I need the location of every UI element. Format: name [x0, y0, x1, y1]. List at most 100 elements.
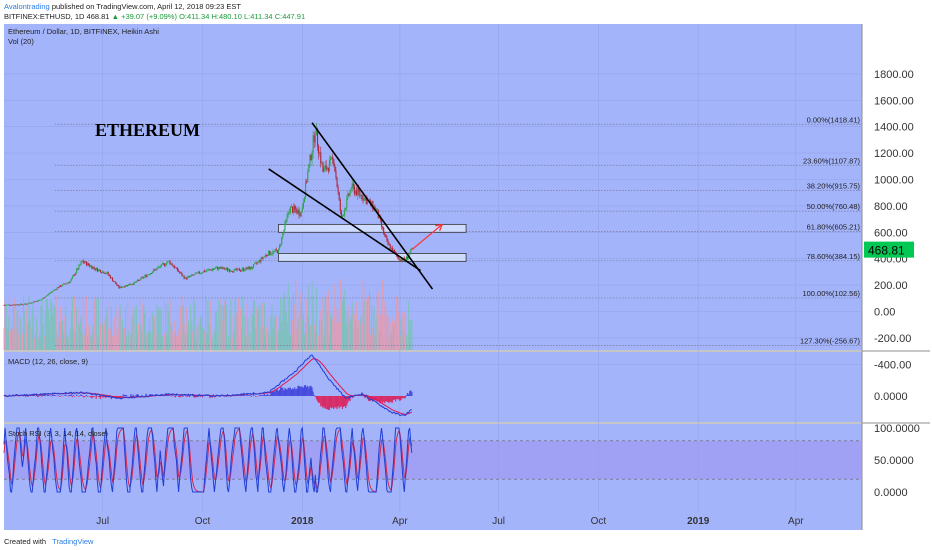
candle-body: [389, 244, 391, 249]
candle-body: [237, 268, 239, 270]
candle-body: [207, 269, 209, 271]
macd-histogram-bar: [346, 396, 348, 406]
candle-body: [119, 286, 121, 289]
candle-body: [225, 268, 227, 270]
candle-body: [260, 257, 262, 262]
volume-bar: [116, 335, 118, 350]
macd-histogram-bar: [278, 389, 281, 396]
candle-body: [244, 270, 246, 271]
volume-bar: [113, 319, 115, 350]
volume-bar: [7, 317, 9, 350]
volume-bar: [198, 317, 200, 350]
candle-body: [131, 284, 133, 285]
tradingview-logo[interactable]: TradingView: [52, 537, 94, 546]
volume-bar: [274, 314, 276, 350]
volume-bar: [375, 315, 377, 350]
candle-body: [196, 272, 198, 274]
candle-body: [128, 284, 130, 286]
candle-body: [358, 188, 360, 192]
macd-histogram-bar: [27, 396, 29, 397]
volume-bar: [8, 296, 11, 350]
ohlc-values: O:411.34 H:480.10 L:411.34 C:447.91: [179, 12, 306, 21]
volume-bar: [58, 321, 60, 350]
candle-body: [326, 167, 328, 170]
candle-body: [130, 284, 132, 286]
volume-bar: [408, 300, 410, 350]
candle-body: [72, 274, 75, 277]
candle-body: [294, 206, 296, 210]
volume-bar: [32, 302, 34, 350]
volume-bar: [310, 325, 312, 350]
candle-body: [275, 249, 277, 251]
candle-body: [308, 164, 310, 173]
candle-body: [66, 282, 68, 284]
volume-bar: [109, 329, 111, 350]
pane-bg-1: [4, 24, 862, 350]
candle-body: [126, 284, 128, 287]
volume-bar: [77, 307, 79, 350]
candle-body: [101, 272, 103, 274]
volume-bar: [28, 295, 30, 350]
fib-label: 100.00%(102.56): [802, 289, 860, 298]
volume-bar: [72, 329, 75, 350]
candle-body: [34, 301, 37, 302]
volume-bar: [371, 305, 373, 350]
volume-bar: [261, 302, 263, 350]
candle-body: [186, 276, 188, 280]
macd-histogram-bar: [291, 388, 294, 396]
volume-bar: [65, 306, 67, 350]
macd-histogram-bar: [132, 394, 134, 396]
macd-histogram-bar: [79, 395, 81, 396]
macd-histogram-bar: [402, 396, 404, 399]
volume-bar: [369, 290, 371, 350]
macd-histogram-bar: [199, 396, 201, 397]
volume-bar: [362, 279, 364, 350]
macd-histogram-bar: [372, 396, 374, 402]
volume-bar: [299, 291, 301, 350]
volume-bar: [358, 320, 360, 350]
candle-body: [337, 186, 339, 193]
macd-histogram-bar: [334, 396, 336, 408]
volume-bar: [131, 317, 133, 350]
candle-body: [53, 289, 55, 292]
volume-bar: [64, 316, 66, 350]
candle-body: [252, 264, 255, 268]
macd-histogram-bar: [313, 395, 315, 396]
macd-histogram-bar: [337, 396, 339, 407]
candle-body: [91, 265, 93, 269]
candle-body: [208, 269, 210, 271]
macd-histogram-bar: [300, 386, 302, 396]
candle-body: [321, 162, 323, 164]
macd-histogram-bar: [289, 387, 291, 396]
candle-body: [310, 155, 312, 160]
volume-bar: [46, 299, 48, 350]
candle-body: [228, 269, 230, 271]
volume-bar: [145, 333, 147, 350]
volume-bar: [196, 326, 198, 350]
volume-bar: [292, 320, 294, 350]
candle-body: [30, 302, 32, 304]
volume-bar: [234, 299, 236, 350]
candle-body: [135, 281, 137, 283]
candle-body: [24, 303, 26, 305]
volume-bar: [225, 305, 227, 350]
macd-histogram-bar: [172, 395, 174, 396]
candle-body: [287, 213, 289, 215]
macd-histogram-bar: [324, 396, 326, 409]
candle-body: [42, 297, 44, 299]
candle-body: [306, 181, 308, 183]
volume-bar: [360, 316, 362, 350]
volume-bar: [400, 318, 402, 350]
candle-body: [127, 284, 129, 286]
volume-label: Vol (20): [8, 37, 34, 46]
volume-bar: [36, 317, 38, 350]
author-link[interactable]: Avalontrading: [4, 2, 50, 11]
candle-body: [200, 272, 203, 274]
candle-body: [232, 271, 234, 273]
macd-histogram-bar: [309, 386, 311, 396]
macd-histogram-bar: [92, 396, 94, 397]
stoch-rsi-pane: [3, 426, 862, 493]
volume-bar: [231, 316, 233, 350]
volume-bar: [54, 307, 56, 350]
